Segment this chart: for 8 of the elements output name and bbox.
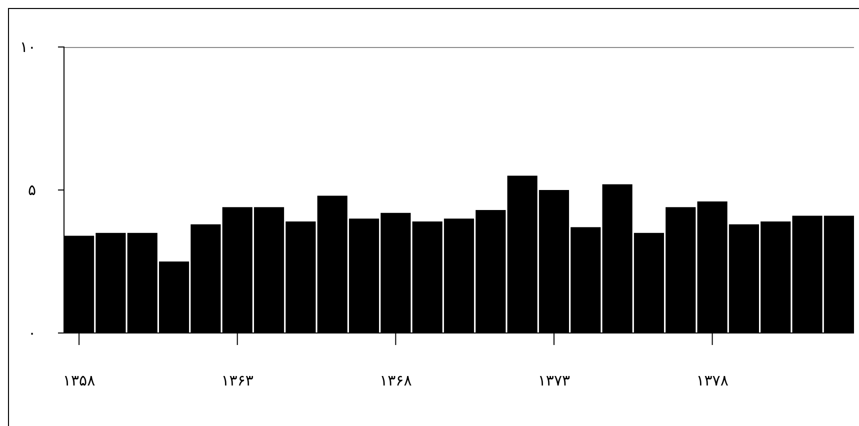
y-tick-label: ۵ <box>28 180 36 199</box>
x-tick-label: ۱۳۵۸ <box>62 372 96 390</box>
x-tick-label: ۱۳۷۸ <box>696 372 728 390</box>
x-tick-label: ۱۳۶۳ <box>221 372 254 390</box>
x-tick-label: ۱۳۷۳ <box>538 372 570 390</box>
x-tick-label: ۱۳۶۸ <box>380 372 412 390</box>
y-tick-label: ۰ <box>28 324 36 342</box>
y-tick-label: ۱۰ <box>20 38 36 56</box>
